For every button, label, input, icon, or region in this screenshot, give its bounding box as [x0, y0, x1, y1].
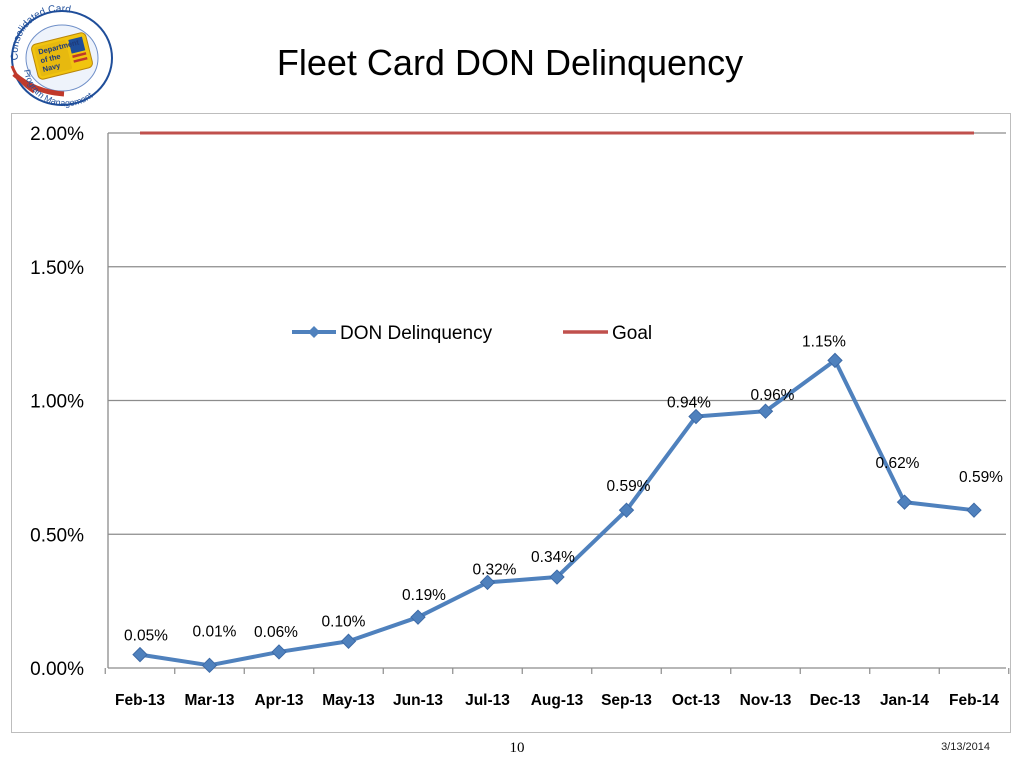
x-tick-label: Feb-13 — [115, 692, 165, 709]
legend-label-goal: Goal — [612, 323, 652, 344]
data-point-marker — [201, 657, 218, 674]
x-tick-label: Mar-13 — [185, 692, 235, 709]
data-point-marker — [688, 408, 704, 425]
x-tick-label: May-13 — [322, 692, 375, 709]
x-tick-label: Feb-14 — [949, 692, 999, 709]
data-label: 0.94% — [667, 395, 711, 412]
data-label: 0.34% — [531, 549, 575, 566]
data-point-marker — [549, 569, 565, 585]
data-label: 1.15% — [802, 333, 846, 350]
y-tick-label: 1.50% — [30, 258, 84, 279]
data-point-marker — [827, 352, 843, 369]
legend-marker-don-delinquency — [308, 326, 320, 338]
x-tick-label: Sep-13 — [601, 692, 652, 709]
footer-date: 3/13/2014 — [941, 741, 990, 753]
don-delinquency-line — [139, 358, 975, 668]
data-label: 0.59% — [959, 469, 1003, 486]
x-tick-label: Oct-13 — [672, 692, 721, 709]
data-point-marker — [340, 633, 357, 649]
data-label: 0.06% — [254, 624, 298, 641]
y-tick-label: 0.50% — [30, 525, 84, 546]
x-tick-label: Jun-13 — [393, 692, 443, 709]
data-label: 0.19% — [402, 587, 446, 604]
y-tick-label: 0.00% — [30, 659, 84, 680]
y-tick-label: 1.00% — [30, 392, 84, 413]
consolidated-card-logo: Consolidated Card Program Management Dep… — [4, 4, 116, 108]
data-point-marker — [479, 574, 496, 591]
page-title: Fleet Card DON Delinquency — [276, 42, 744, 83]
data-label: 0.32% — [473, 561, 517, 578]
chart-frame — [11, 113, 1011, 733]
data-point-marker — [966, 502, 982, 518]
page-number: 10 — [509, 740, 525, 756]
data-point-marker — [132, 646, 148, 663]
data-point-marker — [618, 502, 635, 518]
data-point-marker — [410, 609, 426, 625]
data-label: 0.62% — [876, 455, 920, 472]
data-point-marker — [757, 403, 774, 419]
y-tick-label: 2.00% — [30, 124, 84, 145]
x-tick-label: Aug-13 — [531, 692, 584, 709]
data-label: 0.05% — [124, 628, 168, 645]
data-point-marker — [896, 494, 913, 510]
data-point-marker — [271, 644, 287, 660]
data-label: 0.10% — [322, 613, 366, 630]
svg-text:Navy: Navy — [42, 61, 62, 74]
x-tick-label: Dec-13 — [810, 692, 861, 709]
data-label: 0.59% — [607, 478, 651, 495]
data-label: 0.01% — [193, 623, 237, 640]
legend-label-don-delinquency: DON Delinquency — [340, 323, 493, 344]
x-tick-label: Jan-14 — [880, 692, 929, 709]
x-tick-label: Apr-13 — [254, 692, 303, 709]
data-label: 0.96% — [751, 387, 795, 404]
x-tick-label: Jul-13 — [465, 692, 510, 709]
x-tick-label: Nov-13 — [740, 692, 792, 709]
